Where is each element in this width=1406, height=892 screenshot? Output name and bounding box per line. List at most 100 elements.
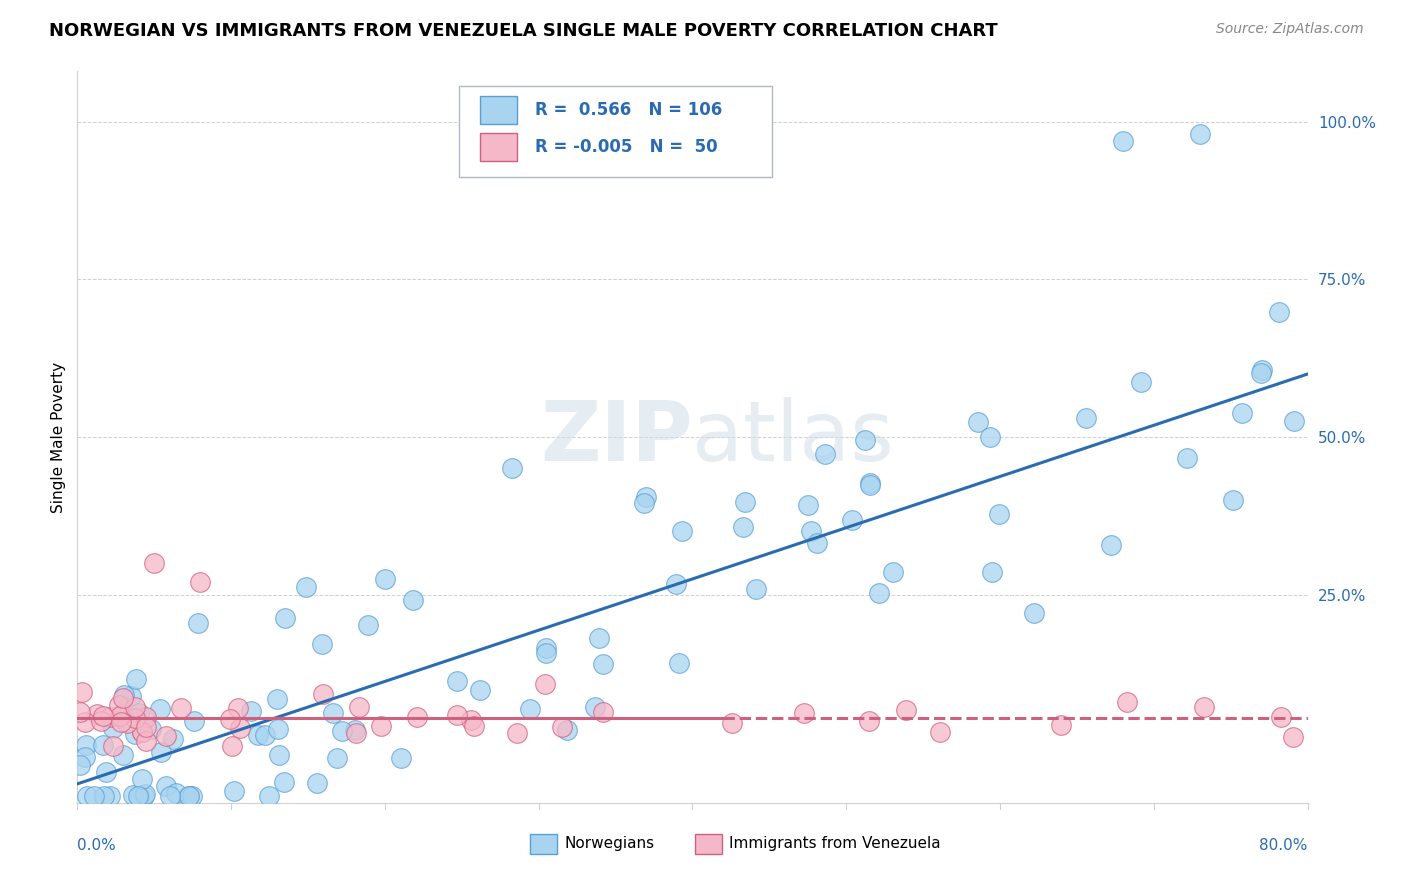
Point xyxy=(1050,718,1073,732)
Point xyxy=(797,498,820,512)
Point xyxy=(987,507,1010,521)
Point xyxy=(1116,695,1139,709)
Point xyxy=(1281,730,1303,744)
Point xyxy=(1112,134,1135,148)
Point xyxy=(108,709,131,723)
Point xyxy=(135,710,157,724)
Point xyxy=(307,776,329,790)
Point xyxy=(112,689,135,703)
Point xyxy=(800,524,823,538)
Point xyxy=(86,706,108,721)
Point xyxy=(671,524,693,538)
Point xyxy=(1022,606,1045,620)
Text: NORWEGIAN VS IMMIGRANTS FROM VENEZUELA SINGLE MALE POVERTY CORRELATION CHART: NORWEGIAN VS IMMIGRANTS FROM VENEZUELA S… xyxy=(49,22,998,40)
Point xyxy=(806,536,828,550)
Point xyxy=(534,641,557,656)
Point xyxy=(858,714,880,728)
Point xyxy=(534,646,557,660)
Point xyxy=(882,565,904,579)
FancyBboxPatch shape xyxy=(458,86,772,178)
Point xyxy=(221,739,243,753)
Point xyxy=(859,476,882,491)
Point xyxy=(370,718,392,732)
Point xyxy=(1099,538,1122,552)
Point xyxy=(583,699,606,714)
Point xyxy=(120,689,142,703)
Point xyxy=(979,430,1001,444)
Point xyxy=(218,712,240,726)
Point xyxy=(634,490,657,504)
Point xyxy=(134,787,156,801)
Text: R = -0.005   N =  50: R = -0.005 N = 50 xyxy=(536,137,717,156)
Point xyxy=(122,788,145,802)
Point xyxy=(159,789,181,804)
Point xyxy=(460,713,482,727)
Point xyxy=(468,682,491,697)
Point xyxy=(592,657,614,671)
Point xyxy=(124,727,146,741)
Point xyxy=(112,690,135,705)
Point xyxy=(295,580,318,594)
Point xyxy=(155,729,177,743)
Point xyxy=(813,447,835,461)
Point xyxy=(183,714,205,728)
Point xyxy=(1076,411,1098,425)
Point xyxy=(112,747,135,762)
Point xyxy=(75,750,97,764)
Point xyxy=(519,702,541,716)
Point xyxy=(446,708,468,723)
Point xyxy=(132,789,155,804)
Point xyxy=(1129,375,1152,389)
Point xyxy=(330,724,353,739)
Point xyxy=(592,705,614,719)
Point xyxy=(841,512,863,526)
Point xyxy=(254,728,277,742)
Point xyxy=(162,732,184,747)
Point xyxy=(858,478,880,492)
Text: R =  0.566   N = 106: R = 0.566 N = 106 xyxy=(536,101,723,120)
Text: ZIP: ZIP xyxy=(540,397,693,477)
Point xyxy=(131,724,153,739)
Point xyxy=(343,723,366,737)
Point xyxy=(124,700,146,714)
Text: 80.0%: 80.0% xyxy=(1260,838,1308,853)
Point xyxy=(90,714,112,728)
Point xyxy=(389,750,412,764)
Point xyxy=(894,703,917,717)
Point xyxy=(406,710,429,724)
Point xyxy=(734,494,756,508)
Point xyxy=(793,706,815,720)
Point xyxy=(222,784,245,798)
Point xyxy=(1188,128,1211,142)
Point xyxy=(1194,700,1216,714)
FancyBboxPatch shape xyxy=(479,96,516,124)
Point xyxy=(187,615,209,630)
Point xyxy=(141,722,163,736)
Point xyxy=(534,677,557,691)
Point xyxy=(868,586,890,600)
Point xyxy=(179,789,201,803)
Point xyxy=(98,710,121,724)
Point xyxy=(588,631,610,645)
FancyBboxPatch shape xyxy=(479,133,516,161)
Point xyxy=(1232,406,1254,420)
Point xyxy=(1270,710,1292,724)
Point xyxy=(108,698,131,712)
Point xyxy=(93,789,115,804)
Point xyxy=(170,700,193,714)
Point xyxy=(179,789,201,804)
Point xyxy=(76,789,98,804)
Point xyxy=(155,779,177,793)
Point xyxy=(506,725,529,739)
Point xyxy=(226,701,249,715)
Point xyxy=(69,758,91,772)
Point xyxy=(257,789,280,804)
Point xyxy=(127,789,149,804)
Point xyxy=(73,714,96,729)
Point xyxy=(745,582,768,596)
Text: Source: ZipAtlas.com: Source: ZipAtlas.com xyxy=(1216,22,1364,37)
Point xyxy=(124,711,146,725)
Point xyxy=(1175,450,1198,465)
Point xyxy=(135,734,157,748)
Text: atlas: atlas xyxy=(693,397,894,477)
